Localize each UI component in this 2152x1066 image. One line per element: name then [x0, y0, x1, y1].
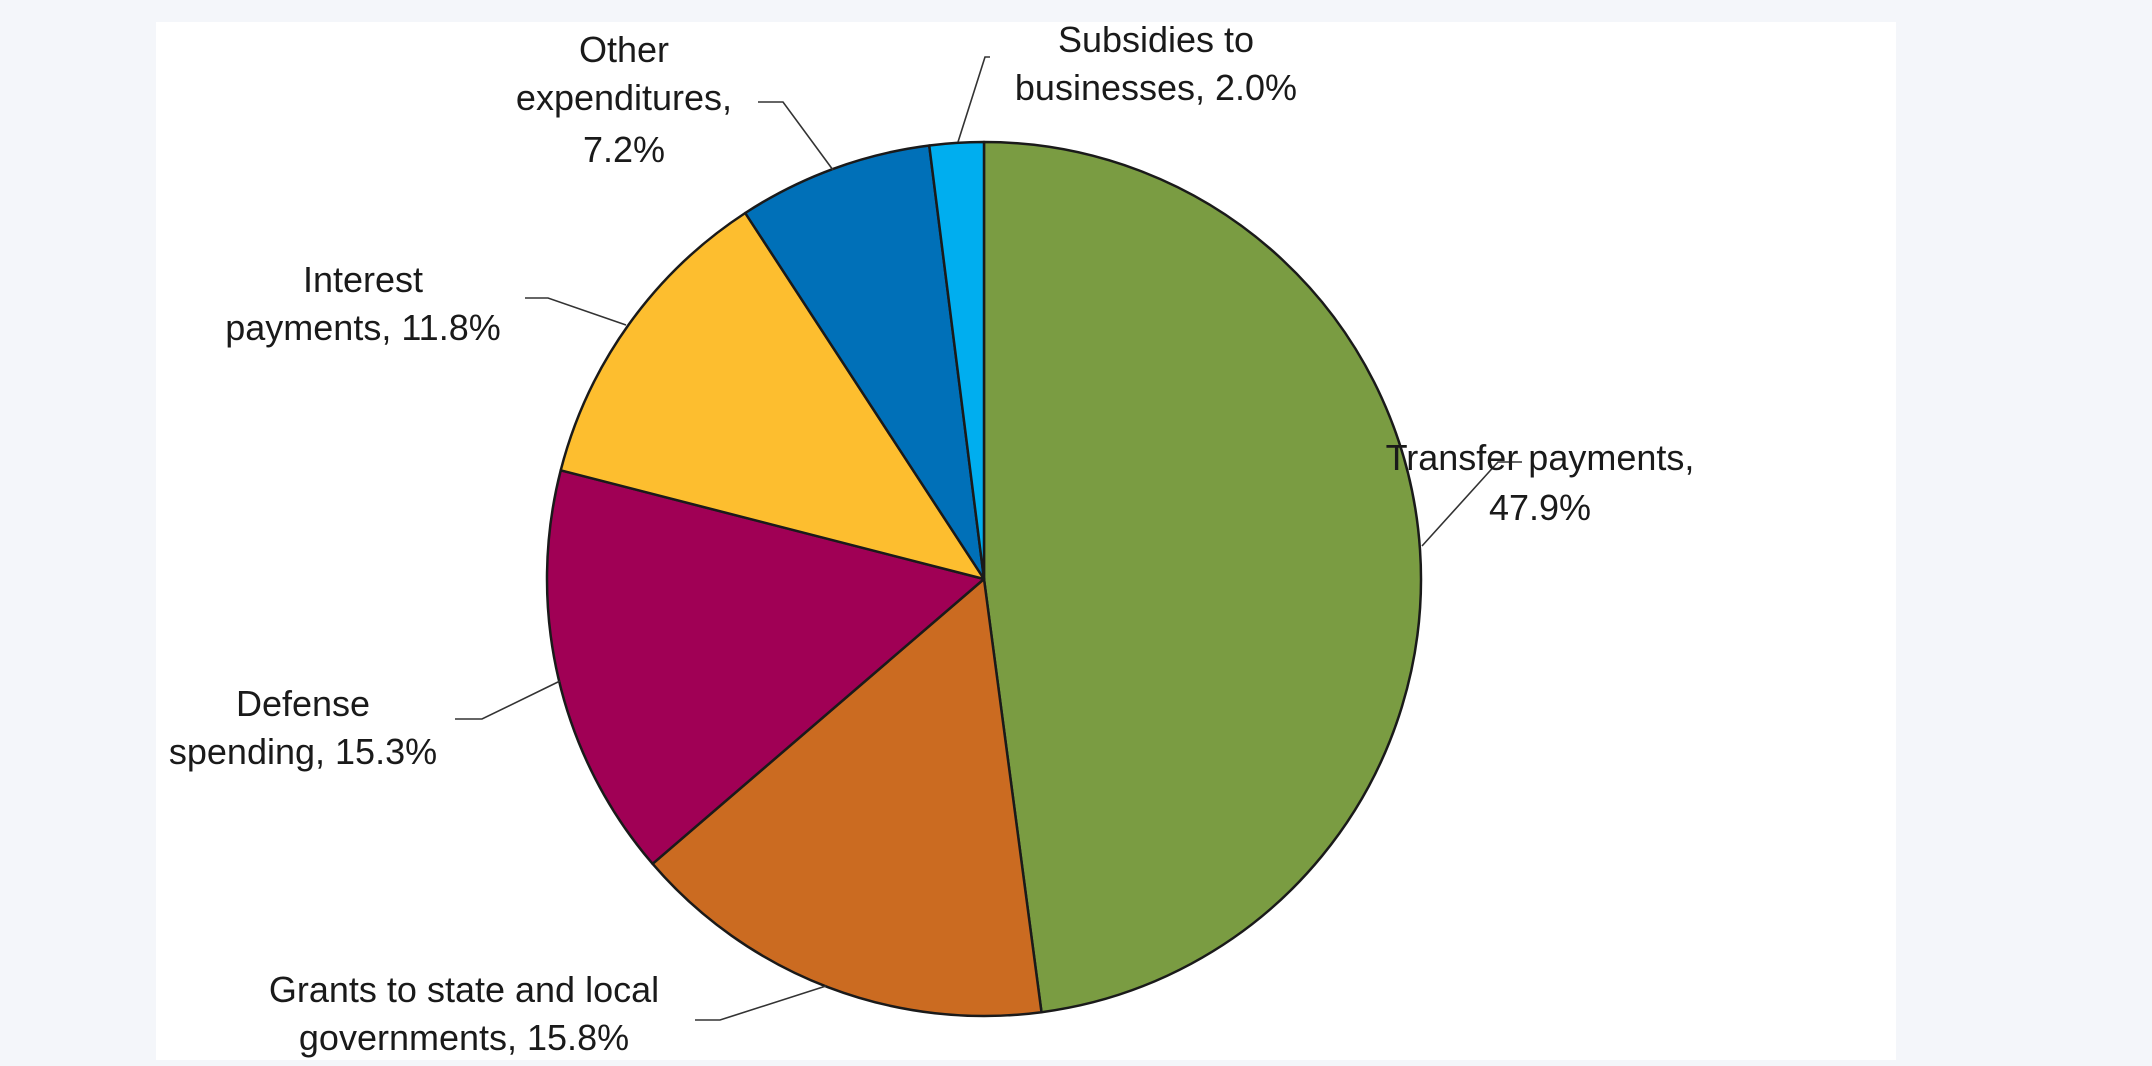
slice-label-transfer-payments-line-2: 47.9% [1489, 487, 1591, 528]
slice-label-interest-payments-line-1: Interest [303, 259, 423, 300]
slices-layer [545, 140, 1423, 1018]
leader-lines-layer [455, 56, 1522, 1021]
leader-line-grants-to-state-and-local-governments [695, 985, 827, 1021]
leader-line-transfer-payments [1421, 461, 1522, 547]
pie-slice-other-expenditures [743, 144, 986, 581]
slice-label-defense-spending-line-1: Defense [236, 683, 370, 724]
pie-slice-interest-payments [559, 211, 986, 581]
pie-slice-defense-spending [545, 469, 986, 866]
slice-label-interest-payments-line-2: payments, 11.8% [225, 307, 500, 348]
slice-label-other-expenditures-line-2: expenditures, [516, 77, 732, 118]
slice-label-other-expenditures-line-1: Other [579, 29, 669, 70]
leader-line-interest-payments [525, 297, 627, 326]
slice-label-other-expenditures-line-3: 7.2% [583, 129, 665, 170]
pie-slice-transfer-payments [982, 140, 1423, 1014]
labels-layer: Transfer payments, 47.9% Grants to state a… [169, 19, 1695, 1058]
leader-line-other-expenditures [758, 101, 834, 171]
slice-label-transfer-payments-line-1: Transfer payments, [1386, 437, 1695, 478]
pie-slice-subsidies-to-businesses [927, 140, 986, 581]
leader-line-defense-spending [455, 680, 561, 720]
slice-label-grants-to-state-and-local-governments-line-1: Grants to state and local [269, 969, 659, 1010]
slice-label-subsidies-to-businesses-line-1: Subsidies to [1058, 19, 1254, 60]
pie-slice-grants-to-state-and-local-governments [651, 577, 1043, 1018]
slice-label-subsidies-to-businesses-line-2: businesses, 2.0% [1015, 67, 1297, 108]
slice-label-defense-spending-line-2: spending, 15.3% [169, 731, 437, 772]
slice-label-grants-to-state-and-local-governments-line-2: governments, 15.8% [299, 1017, 629, 1058]
leader-line-subsidies-to-businesses [957, 56, 990, 143]
